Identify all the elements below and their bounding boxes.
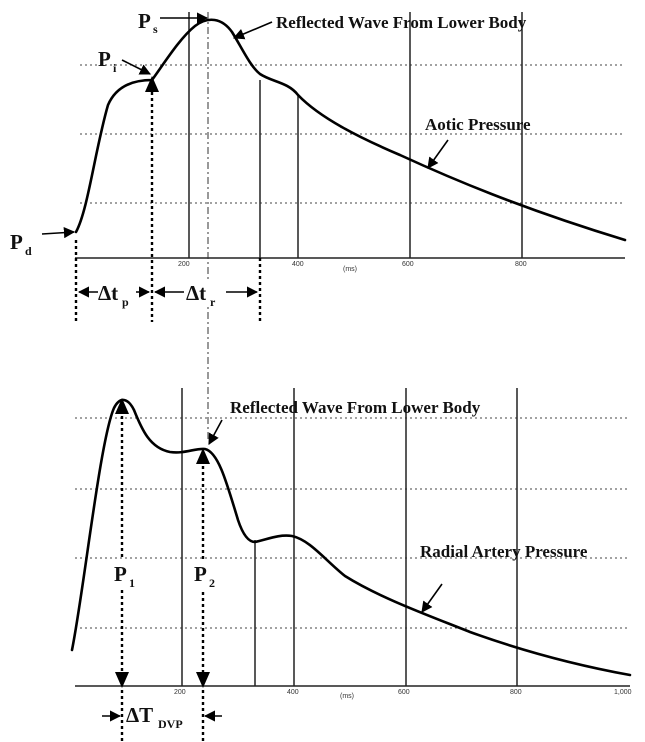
bottom-tick-1000: 1,000 — [614, 689, 632, 696]
bottom-tick-400: 400 — [287, 689, 299, 696]
aortic-pressure-chart: 200 400 600 800 (ms) P s P i P d Reflect… — [10, 9, 627, 440]
svg-text:1: 1 — [129, 576, 135, 590]
svg-text:P: P — [138, 9, 151, 33]
bottom-vertical-lines — [181, 388, 518, 686]
bottom-x-unit: (ms) — [340, 693, 354, 700]
svg-text:Δt: Δt — [98, 281, 118, 305]
pd-label: P d — [10, 230, 32, 258]
bottom-reflected-arrow — [208, 419, 223, 445]
svg-text:r: r — [210, 295, 216, 309]
radial-pressure-chart: 200 400 600 800 1,000 (ms) P 1 P 2 Re — [70, 388, 632, 742]
radial-pressure-label: Radial Artery Pressure — [420, 542, 588, 561]
svg-text:P: P — [194, 562, 207, 586]
dtr-label: Δt r — [186, 281, 216, 309]
aortic-pressure-curve — [74, 18, 627, 242]
top-vertical-lines — [188, 12, 523, 258]
svg-text:p: p — [122, 295, 129, 309]
svg-text:P: P — [114, 562, 127, 586]
bottom-tick-800: 800 — [510, 689, 522, 696]
top-x-ticks: 200 400 600 800 (ms) — [178, 261, 527, 273]
svg-text:P: P — [10, 230, 23, 254]
top-grid — [80, 64, 625, 204]
p2-label: P 2 — [194, 562, 215, 590]
svg-text:DVP: DVP — [158, 717, 183, 731]
pi-label: P i — [98, 47, 117, 75]
top-reflected-wave-label: Reflected Wave From Lower Body — [276, 13, 527, 32]
pd-arrow — [41, 227, 76, 239]
dtp-label: Δt p — [98, 281, 129, 309]
aortic-pressure-arrow — [427, 139, 449, 169]
pi-arrow — [121, 59, 152, 75]
aortic-pressure-label: Aotic Pressure — [425, 115, 531, 134]
svg-text:ΔT: ΔT — [126, 703, 153, 727]
svg-text:d: d — [25, 244, 32, 258]
bottom-grid — [75, 417, 630, 629]
top-x-unit: (ms) — [343, 266, 357, 273]
top-tick-600: 600 — [402, 261, 414, 268]
svg-text:P: P — [98, 47, 111, 71]
top-tick-400: 400 — [292, 261, 304, 268]
svg-text:i: i — [113, 61, 117, 75]
p2-up-arrowhead — [196, 448, 210, 464]
pi-up-arrowhead — [145, 76, 159, 92]
svg-text:Δt: Δt — [186, 281, 206, 305]
svg-text:s: s — [153, 22, 158, 36]
svg-text:2: 2 — [209, 576, 215, 590]
dt-dvp-label: ΔT DVP — [126, 703, 183, 731]
top-reflected-arrow — [232, 21, 273, 40]
p2-down-arrowhead — [196, 672, 210, 688]
p1-up-arrowhead — [115, 398, 129, 414]
top-tick-200: 200 — [178, 261, 190, 268]
ps-label: P s — [138, 9, 158, 36]
top-tick-800: 800 — [515, 261, 527, 268]
bottom-x-ticks: 200 400 600 800 1,000 (ms) — [174, 689, 632, 700]
bottom-tick-600: 600 — [398, 689, 410, 696]
p1-down-arrowhead — [115, 672, 129, 688]
radial-pressure-arrow — [421, 583, 443, 613]
radial-pressure-curve — [70, 398, 632, 677]
bottom-reflected-wave-label: Reflected Wave From Lower Body — [230, 398, 481, 417]
bottom-tick-200: 200 — [174, 689, 186, 696]
p1-label: P 1 — [114, 562, 135, 590]
